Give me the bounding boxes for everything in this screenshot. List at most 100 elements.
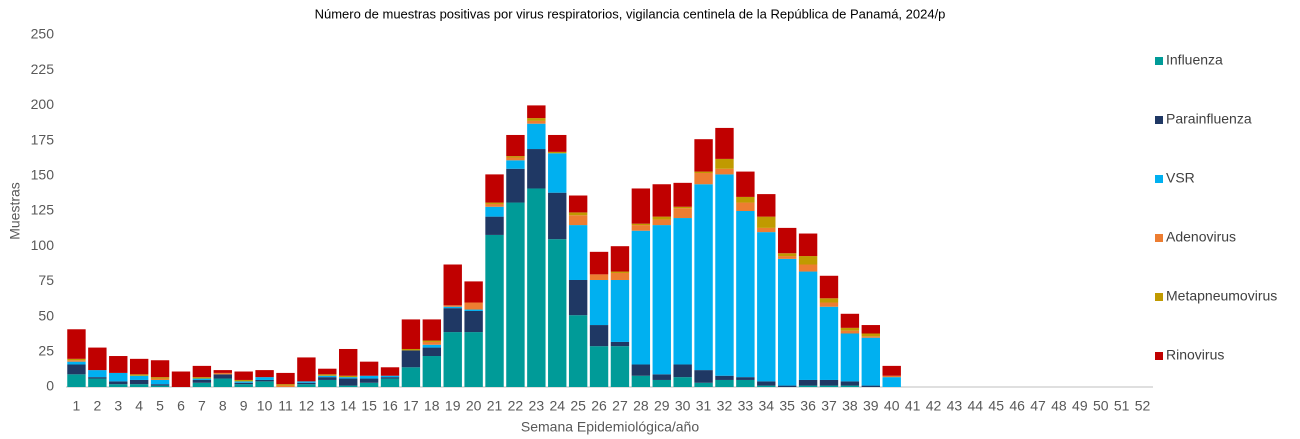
bar-segment (861, 385, 880, 387)
bar-segment (798, 256, 818, 265)
bar-segment (67, 374, 86, 387)
bar-segment (757, 227, 776, 233)
bar-segment (129, 358, 149, 375)
bar-segment (840, 385, 860, 387)
legend-label: Metapneumovirus (1166, 288, 1277, 304)
bar-segment (150, 384, 170, 386)
x-tick-label: 41 (905, 398, 921, 414)
x-tick-label: 45 (988, 398, 1004, 414)
bar-segment (297, 382, 316, 385)
bar-segment (861, 337, 880, 386)
bar-segment (589, 279, 609, 326)
bar-segment (109, 372, 128, 382)
x-tick-label: 44 (968, 398, 984, 414)
bar-segment (715, 174, 734, 376)
bar-segment (129, 375, 149, 380)
x-tick-label: 48 (1051, 398, 1067, 414)
bar-segment (548, 151, 567, 154)
y-tick-label: 125 (31, 202, 55, 218)
bar-segment (757, 232, 776, 382)
bar-segment (798, 379, 818, 386)
bar-segment (255, 370, 274, 378)
x-tick-label: 34 (758, 398, 774, 414)
bar-segment (568, 279, 588, 316)
bar-segment (610, 246, 630, 272)
bar-segment (882, 365, 901, 376)
x-tick-label: 10 (257, 398, 273, 414)
bar-segment (401, 319, 421, 349)
bar-segment (527, 123, 546, 150)
bar-segment (234, 381, 253, 383)
bar-segment (757, 385, 776, 387)
x-tick-label: 42 (926, 398, 942, 414)
bar-segment (401, 348, 421, 351)
y-axis-title: Muestras (7, 182, 23, 240)
x-tick-label: 32 (717, 398, 733, 414)
bar-segment (568, 315, 588, 387)
bar-segment (485, 206, 504, 217)
x-tick-label: 51 (1114, 398, 1130, 414)
bar-segment (276, 372, 295, 385)
bar-segment (464, 302, 483, 310)
y-tick-label: 150 (31, 167, 55, 183)
bar-segment (840, 327, 860, 331)
x-tick-label: 16 (382, 398, 398, 414)
bar-segment (882, 375, 901, 378)
bar-segment (568, 215, 588, 226)
x-tick-label: 14 (340, 398, 356, 414)
legend-label: VSR (1166, 170, 1195, 186)
x-tick-label: 25 (570, 398, 586, 414)
bar-segment (694, 139, 713, 172)
legend-label: Parainfluenza (1166, 111, 1252, 127)
bar-segment (777, 385, 797, 387)
bar-segment (443, 332, 462, 387)
bar-segment (568, 195, 588, 213)
bar-segment (548, 192, 567, 240)
bar-segment (192, 378, 212, 380)
bar-segment (610, 271, 630, 273)
bar-segment (652, 374, 671, 380)
bar-segment (736, 377, 755, 380)
bar-segment (798, 233, 818, 257)
x-tick-label: 40 (884, 398, 900, 414)
bar-segment (67, 358, 86, 361)
bar-segment (819, 298, 839, 303)
bar-segment (339, 378, 358, 386)
bar-segment (694, 382, 713, 387)
x-tick-label: 35 (779, 398, 795, 414)
x-tick-label: 33 (738, 398, 754, 414)
bar-segment (297, 384, 316, 387)
y-tick-label: 75 (38, 272, 54, 288)
bar-segment (380, 378, 400, 387)
bar-segment (401, 367, 421, 387)
x-tick-label: 52 (1135, 398, 1151, 414)
x-tick-label: 22 (508, 398, 524, 414)
bar-segment (401, 350, 421, 368)
x-tick-label: 11 (278, 398, 293, 414)
y-tick-label: 50 (38, 307, 54, 323)
bar-segment (359, 382, 379, 387)
x-tick-label: 36 (800, 398, 816, 414)
y-tick-label: 225 (31, 61, 55, 77)
y-tick-label: 200 (31, 96, 55, 112)
bar-segment (736, 196, 755, 203)
bar-segment (380, 367, 400, 376)
bar-segment (234, 384, 253, 387)
bar-segment (819, 379, 839, 386)
x-tick-label: 28 (633, 398, 649, 414)
bar-segment (757, 216, 776, 228)
bar-segment (715, 168, 734, 175)
bar-segment (443, 306, 462, 309)
bar-segment (339, 348, 358, 376)
bar-segment (485, 174, 504, 203)
bar-segment (736, 171, 755, 197)
bar-segment (819, 385, 839, 387)
bar-segment (276, 384, 295, 386)
bar-segment (736, 211, 755, 378)
bar-segment (777, 227, 797, 254)
bar-segment (109, 356, 128, 373)
y-tick-label: 0 (46, 378, 54, 394)
x-tick-label: 7 (198, 398, 206, 414)
bar-segment (150, 360, 170, 378)
bar-segment (88, 370, 107, 378)
